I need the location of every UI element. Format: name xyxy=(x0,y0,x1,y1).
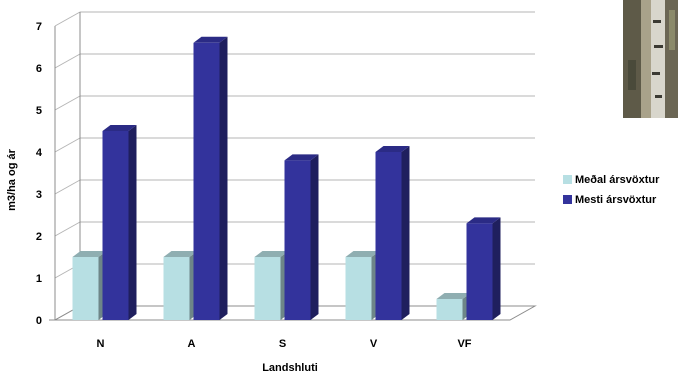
bar-front xyxy=(466,223,493,320)
bar-medal-S xyxy=(254,251,289,320)
x-tick-label: N xyxy=(97,338,105,350)
gridline-depth xyxy=(54,11,81,27)
bar-medal-A xyxy=(163,251,198,320)
bar-mesti-V xyxy=(375,146,410,320)
bar-side xyxy=(492,217,501,320)
x-tick-label: V xyxy=(370,338,378,350)
legend-label: Meðal ársvöxtur xyxy=(575,174,660,186)
bar-top xyxy=(72,251,107,257)
bar-front xyxy=(345,257,372,320)
bar-mesti-VF xyxy=(466,217,501,320)
x-tick-label: S xyxy=(279,338,286,350)
bar-side xyxy=(310,154,319,320)
x-tick-labels: N A S V VF xyxy=(97,338,472,350)
bar-medal-N xyxy=(72,251,107,320)
bar-top xyxy=(102,125,137,131)
bar-medal-VF xyxy=(436,293,471,320)
bar-side xyxy=(401,146,410,320)
x-tick-label: VF xyxy=(457,338,471,350)
bar-mesti-N xyxy=(102,125,137,320)
y-tick-label: 7 xyxy=(36,21,42,33)
y-tick-label: 0 xyxy=(36,315,42,327)
y-tick-label: 3 xyxy=(36,189,42,201)
bar-front xyxy=(375,152,402,320)
y-tick-label: 1 xyxy=(36,273,42,285)
bar-side xyxy=(128,125,137,320)
bar-front xyxy=(193,42,220,321)
y-tick-label: 4 xyxy=(36,147,43,159)
bar-front xyxy=(102,131,129,320)
tree-bark-icon xyxy=(623,0,678,118)
y-tick-labels: 0 1 2 3 4 5 6 7 xyxy=(36,21,43,327)
bar-top xyxy=(375,146,410,152)
y-tick-label: 6 xyxy=(36,63,42,75)
bar-top xyxy=(193,36,228,43)
bar-top xyxy=(163,251,198,257)
bar-front xyxy=(72,257,99,320)
bar-front xyxy=(284,160,311,320)
bar-top xyxy=(284,154,319,161)
bar-top xyxy=(345,251,380,257)
bar-mesti-S xyxy=(284,154,319,320)
legend-swatch xyxy=(563,195,572,204)
gridline-depth xyxy=(54,137,81,153)
bar-top xyxy=(254,251,289,257)
gridline-depth xyxy=(54,179,81,195)
legend-swatch xyxy=(563,175,572,184)
bar-front xyxy=(254,257,281,320)
tree-bark-photo xyxy=(623,0,678,118)
bar-front xyxy=(163,257,190,320)
gridline-depth xyxy=(54,221,81,237)
bar-top xyxy=(436,293,471,299)
x-tick-label: A xyxy=(188,338,196,350)
legend: Meðal ársvöxtur Mesti ársvöxtur xyxy=(563,174,660,206)
bar-front xyxy=(436,299,463,320)
y-tick-label: 5 xyxy=(36,105,42,117)
legend-label: Mesti ársvöxtur xyxy=(575,194,657,206)
y-tick-label: 2 xyxy=(36,231,42,243)
bar-top xyxy=(466,217,501,224)
gridline-depth xyxy=(54,95,81,111)
x-axis-title: Landshluti xyxy=(262,362,318,374)
bar-mesti-A xyxy=(193,36,228,321)
bar-side xyxy=(219,36,228,321)
bars xyxy=(72,36,501,321)
gridline-depth xyxy=(54,53,81,69)
bar-medal-V xyxy=(345,251,380,320)
y-axis-title: m3/ha og ár xyxy=(6,148,18,210)
